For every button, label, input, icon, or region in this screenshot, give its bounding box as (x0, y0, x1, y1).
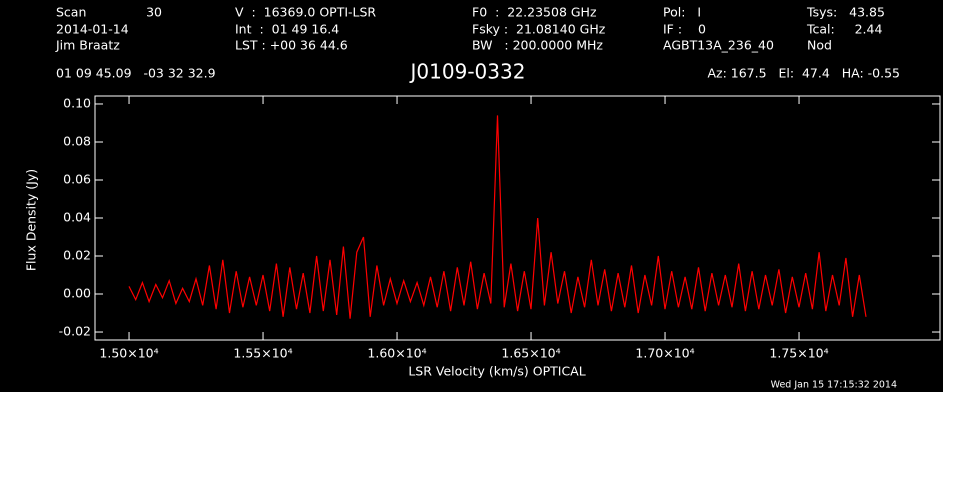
header-text: Fsky : 21.08140 GHz (472, 22, 606, 37)
header-text: AGBT13A_236_40 (663, 38, 774, 53)
header-text: Int : 01 49 16.4 (235, 22, 339, 37)
header-text: Pol: I (663, 5, 701, 20)
plot-background (0, 0, 943, 392)
y-axis-title: Flux Density (Jy) (24, 169, 39, 271)
header-text: IF : 0 (663, 22, 706, 37)
header-text: 30 (146, 5, 162, 20)
header-text: Nod (807, 38, 832, 53)
y-tick-label: 0.08 (63, 133, 91, 148)
y-tick-label: 0.02 (63, 248, 91, 263)
x-tick-label: 1.65×10⁴ (501, 346, 560, 361)
y-tick-label: -0.02 (59, 324, 91, 339)
x-tick-label: 1.50×10⁴ (99, 346, 158, 361)
y-tick-label: 0.00 (63, 286, 91, 301)
header-text: LST : +00 36 44.6 (235, 38, 348, 53)
header-text: 2014-01-14 (56, 22, 129, 37)
x-tick-label: 1.55×10⁴ (233, 346, 292, 361)
header-text: Jim Braatz (55, 38, 120, 53)
header-text: V : 16369.0 OPTI-LSR (235, 5, 376, 20)
header-text: Scan (56, 5, 86, 20)
x-tick-label: 1.75×10⁴ (769, 346, 828, 361)
spectrum-line (128, 115, 867, 319)
x-tick-label: 1.60×10⁴ (367, 346, 426, 361)
chart-title: J0109-0332 (409, 60, 526, 84)
header-text: Tsys: 43.85 (806, 5, 885, 20)
header-text: 01 09 45.09 -03 32 32.9 (56, 66, 216, 81)
header-text: F0 : 22.23508 GHz (472, 5, 597, 20)
y-tick-label: 0.06 (63, 171, 91, 186)
x-axis-title: LSR Velocity (km/s) OPTICAL (408, 364, 585, 379)
x-tick-label: 1.70×10⁴ (635, 346, 694, 361)
y-tick-label: 0.10 (63, 95, 91, 110)
header-text: BW : 200.0000 MHz (472, 38, 603, 53)
header-text: Az: 167.5 El: 47.4 HA: -0.55 (707, 66, 900, 81)
timestamp: Wed Jan 15 17:15:32 2014 (771, 380, 897, 391)
header-text: Tcal: 2.44 (806, 22, 882, 37)
y-tick-label: 0.04 (63, 210, 91, 225)
